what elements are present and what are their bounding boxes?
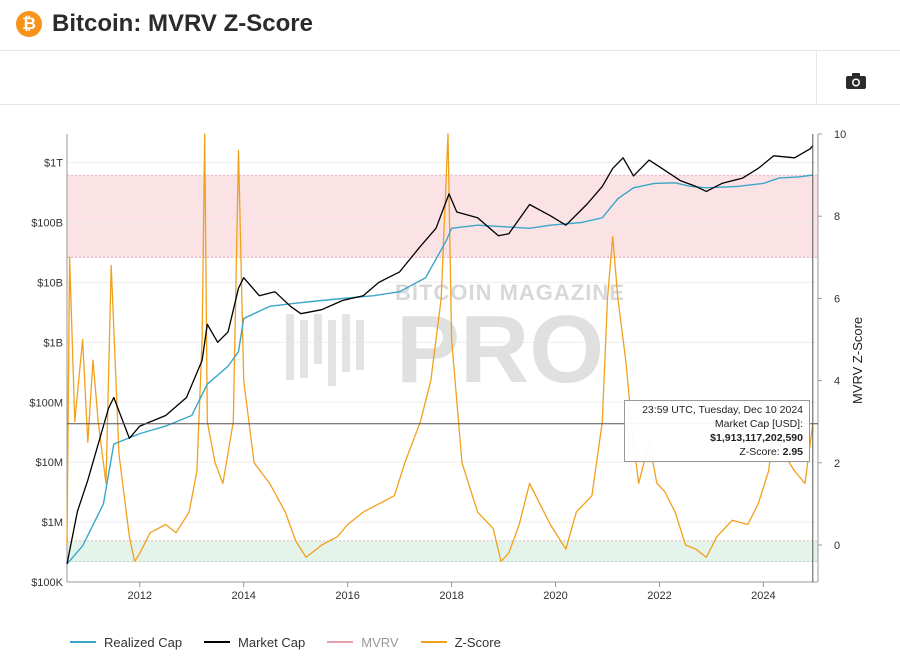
x-tick-label: 2016 [335,590,359,602]
tooltip-zscore: Z-Score: 2.95 [629,445,803,459]
watermark-bar [286,314,294,380]
legend-label: Z-Score [454,634,501,650]
tooltip-date: 23:59 UTC, Tuesday, Dec 10 2024 [642,404,803,416]
watermark-bar [328,320,336,386]
watermark-bar [314,314,322,364]
x-tick-label: 2012 [128,590,152,602]
x-tick-label: 2020 [543,590,567,602]
band-overvalued [67,175,818,258]
chart-tooltip: 23:59 UTC, Tuesday, Dec 10 2024 Market C… [624,400,810,462]
mvrv-chart[interactable]: $1T $100B $10B $1B $100M $10M $1M $100K BITCOIN … [0,104,900,658]
chart-legend: Realized Cap Market Cap MVRV Z-Score [70,632,501,652]
watermark-bar [356,320,364,370]
left-tick-label: $100K [31,577,63,589]
right-tick-label: 10 [834,129,846,141]
market-cap-line [66,145,814,565]
tooltip-zscore-value: 2.95 [782,446,803,458]
camera-icon[interactable] [846,73,870,95]
right-tick-label: 8 [834,211,840,223]
legend-swatch-market-cap [204,641,231,643]
right-tick-label: 6 [834,293,840,305]
tooltip-market-cap: Market Cap [USD]: $1,913,117,202,590 [629,417,803,445]
legend-item-mvrv[interactable]: MVRV [327,634,399,650]
right-tick-label: 0 [834,540,840,552]
watermark-bar [342,314,350,372]
legend-item-realized-cap[interactable]: Realized Cap [70,635,182,650]
legend-label: MVRV [361,634,399,650]
chart-toolbar [0,51,900,105]
left-tick-label: $100M [29,397,63,409]
x-tick-label: 2014 [231,590,255,602]
left-tick-label: $10M [35,457,63,469]
bitcoin-logo-icon: ₿ [16,11,42,37]
page-header: ₿ Bitcoin: MVRV Z-Score [0,0,900,51]
watermark-bottom: PRO [396,296,604,403]
camera-icon-glyph [846,73,866,89]
x-tick-label: 2022 [647,590,671,602]
legend-label: Realized Cap [104,634,183,650]
page-title: Bitcoin: MVRV Z-Score [52,10,313,37]
band-undervalued [67,540,818,562]
legend-swatch-zscore [420,641,447,643]
tooltip-market-cap-value: $1,913,117,202,590 [710,432,803,444]
legend-item-zscore[interactable]: Z-Score [420,634,501,650]
left-tick-label: $1M [42,517,63,529]
tooltip-zscore-label: Z-Score: [739,446,780,458]
right-axis-title: MVRV Z-Score [850,316,865,404]
x-tick-label: 2018 [439,590,463,602]
legend-label: Market Cap [238,634,306,650]
realized-cap-line [66,174,813,565]
left-tick-label: $100B [31,218,63,230]
zscore-line [66,133,814,563]
chart-area[interactable]: $1T $100B $10B $1B $100M $10M $1M $100K BITCOIN … [0,104,900,658]
left-tick-label: $1T [44,158,63,170]
x-tick-label: 2024 [751,590,775,602]
right-tick-label: 4 [834,376,840,388]
watermark-top: BITCOIN MAGAZINE [395,280,625,305]
legend-item-market-cap[interactable]: Market Cap [204,635,305,650]
left-tick-label: $10B [37,277,63,289]
left-tick-label: $1B [43,337,63,349]
right-tick-label: 2 [834,458,840,470]
legend-swatch-realized-cap [70,641,96,643]
toolbar-divider [816,51,817,104]
legend-swatch-mvrv [327,641,354,643]
watermark-bar [300,320,308,378]
tooltip-market-cap-label: Market Cap [USD]: [714,418,803,430]
